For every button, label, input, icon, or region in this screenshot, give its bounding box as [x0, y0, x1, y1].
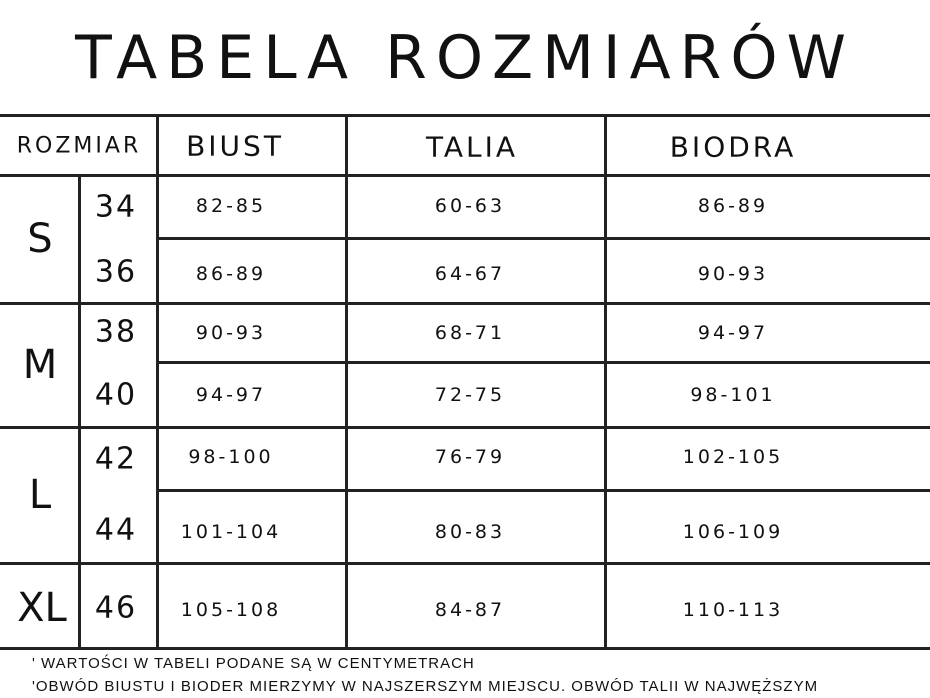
hips-value: 106-109 — [682, 521, 784, 543]
waist-value: 72-75 — [434, 384, 506, 406]
size-number: 42 — [94, 441, 138, 477]
column-divider — [604, 114, 607, 649]
table-border-top — [0, 114, 930, 117]
size-number: 36 — [94, 254, 138, 290]
column-divider — [345, 114, 348, 649]
hips-value: 94-97 — [697, 322, 769, 344]
bust-value: 82-85 — [195, 195, 267, 217]
row-divider — [156, 489, 930, 492]
bust-value: 98-100 — [188, 446, 274, 468]
group-divider — [0, 426, 930, 429]
bust-value: 94-97 — [195, 384, 267, 406]
size-number: 46 — [94, 590, 138, 626]
page-title: TABELA ROZMIARÓW — [75, 23, 855, 93]
size-number: 34 — [94, 189, 138, 225]
bust-value: 86-89 — [195, 263, 267, 285]
hips-value: 86-89 — [697, 195, 769, 217]
waist-value: 68-71 — [434, 322, 506, 344]
group-divider — [0, 302, 930, 305]
note-units: ' WARTOŚCI W TABELI PODANE SĄ W CENTYMET… — [32, 655, 475, 672]
bust-value: 105-108 — [180, 599, 282, 621]
hips-value: 102-105 — [682, 446, 784, 468]
row-divider — [156, 361, 930, 364]
size-number: 44 — [94, 512, 138, 548]
note-measuring: 'OBWÓD BIUSTU I BIODER MIERZYMY W NAJSZE… — [32, 678, 819, 695]
header-hips: BIODRA — [669, 130, 797, 164]
hips-value: 98-101 — [690, 384, 776, 406]
header-waist: TALIA — [425, 130, 519, 164]
waist-value: 64-67 — [434, 263, 506, 285]
column-divider — [156, 114, 159, 649]
bust-value: 101-104 — [180, 521, 282, 543]
hips-value: 90-93 — [697, 263, 769, 285]
size-number: 40 — [94, 377, 138, 413]
waist-value: 76-79 — [434, 446, 506, 468]
header-size: ROZMIAR — [16, 133, 142, 159]
size-number: 38 — [94, 314, 138, 350]
header-bust: BIUST — [186, 129, 284, 163]
group-divider — [0, 647, 930, 650]
size-group-label: L — [28, 472, 52, 518]
waist-value: 80-83 — [434, 521, 506, 543]
row-divider — [156, 237, 930, 240]
size-group-label: M — [22, 342, 58, 388]
waist-value: 84-87 — [434, 599, 506, 621]
waist-value: 60-63 — [434, 195, 506, 217]
column-divider — [78, 174, 81, 649]
bust-value: 90-93 — [195, 322, 267, 344]
group-divider — [0, 562, 930, 565]
size-group-label: S — [27, 216, 53, 262]
hips-value: 110-113 — [682, 599, 784, 621]
header-divider — [0, 174, 930, 177]
size-group-label: XL — [17, 585, 67, 631]
